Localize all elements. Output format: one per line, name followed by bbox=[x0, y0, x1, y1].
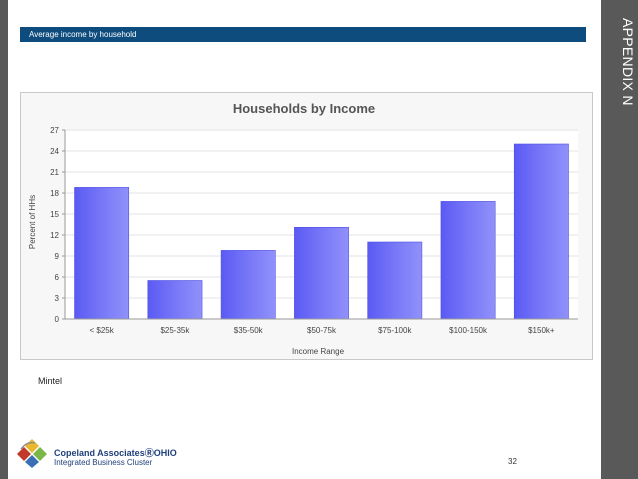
x-tick-label: < $25k bbox=[90, 326, 115, 335]
y-tick-label: 27 bbox=[50, 126, 59, 135]
y-tick-label: 0 bbox=[55, 315, 60, 324]
y-axis-label: Percent of HHs bbox=[28, 195, 37, 249]
y-tick-label: 3 bbox=[55, 294, 60, 303]
bar bbox=[294, 227, 349, 320]
x-tick-label: $100-150k bbox=[449, 326, 488, 335]
y-tick-label: 9 bbox=[55, 252, 60, 261]
y-tick-label: 24 bbox=[50, 147, 59, 156]
logo-text-tagline: Integrated Business Cluster bbox=[54, 458, 153, 467]
bar bbox=[367, 241, 423, 320]
bar bbox=[513, 143, 569, 320]
bar bbox=[440, 201, 496, 320]
y-tick-label: 15 bbox=[50, 210, 59, 219]
x-tick-label: $25-35k bbox=[160, 326, 190, 335]
households-by-income-chart: Households by Income 0 3 6 9 12 15 18 21 24 27 < $… bbox=[28, 101, 578, 356]
logo-text-company: Copeland AssociatesⓇOHIO bbox=[54, 448, 177, 458]
x-tick-label: $35-50k bbox=[234, 326, 264, 335]
page-number: 32 bbox=[508, 457, 517, 466]
y-tick-label: 21 bbox=[50, 168, 59, 177]
x-tick-label: $75-100k bbox=[378, 326, 412, 335]
left-edge-bar bbox=[0, 0, 8, 479]
x-tick-label: $150k+ bbox=[528, 326, 555, 335]
right-side-bar bbox=[601, 0, 638, 479]
bar bbox=[147, 280, 203, 320]
chart-title: Households by Income bbox=[233, 101, 375, 116]
y-tick-label: 18 bbox=[50, 189, 59, 198]
bar bbox=[74, 187, 130, 320]
x-axis-label: Income Range bbox=[292, 347, 345, 356]
x-tick-label: $50-75k bbox=[307, 326, 337, 335]
y-tick-label: 12 bbox=[50, 231, 59, 240]
bar bbox=[220, 250, 276, 320]
copeland-logo-icon bbox=[17, 439, 47, 468]
appendix-label: APPENDIX N bbox=[620, 18, 636, 106]
y-tick-label: 6 bbox=[55, 273, 60, 282]
source-label: Mintel bbox=[38, 376, 63, 386]
section-header-bar: Average income by household bbox=[20, 27, 586, 42]
